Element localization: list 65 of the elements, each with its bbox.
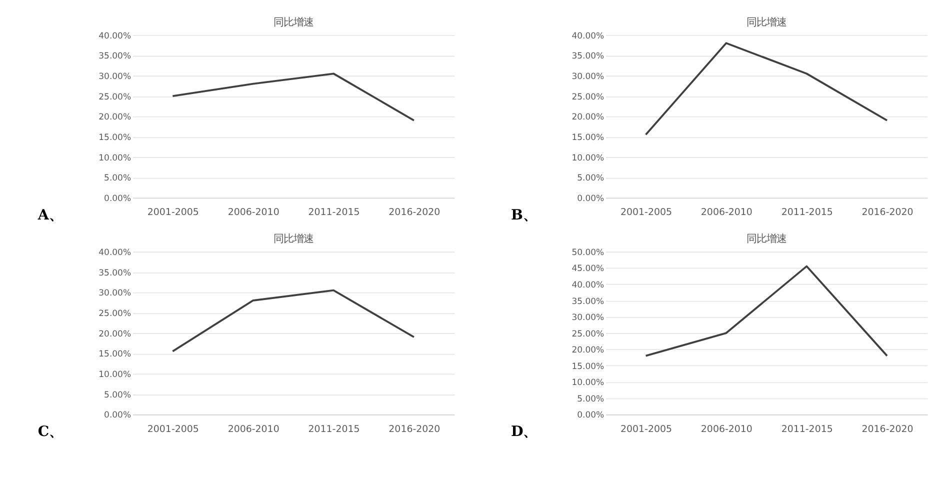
y-tick-label: 15.00% — [98, 133, 132, 144]
x-tick-label: 2016-2020 — [388, 207, 440, 218]
y-tick-label: 30.00% — [98, 288, 132, 299]
y-tick-label: 20.00% — [98, 112, 132, 123]
y-tick-label: 35.00% — [572, 296, 604, 307]
x-tick-label: 2011-2015 — [781, 207, 833, 218]
y-tick-label: 40.00% — [98, 248, 132, 258]
x-tick-label: 2016-2020 — [862, 424, 914, 435]
y-tick-label: 40.00% — [572, 280, 604, 291]
y-tick-label: 15.00% — [572, 362, 604, 372]
x-tick-label: 2001-2005 — [147, 207, 199, 218]
y-tick-label: 15.00% — [572, 133, 604, 144]
x-tick-label: 2006-2010 — [228, 207, 280, 218]
x-tick-label: 2006-2010 — [700, 207, 752, 218]
line-series — [172, 72, 415, 122]
y-tick-label: 10.00% — [572, 378, 604, 388]
y-tick-label: 5.00% — [104, 174, 132, 184]
x-tick-label: 2016-2020 — [862, 207, 914, 218]
x-tick-label: 2001-2005 — [620, 207, 672, 218]
y-tick-label: 35.00% — [98, 52, 132, 62]
x-tick-label: 2016-2020 — [388, 424, 440, 435]
y-tick-label: 15.00% — [98, 350, 132, 360]
chart-title: 同比增速 — [746, 233, 786, 246]
text: C、 — [38, 424, 64, 440]
y-tick-label: 5.00% — [577, 174, 604, 184]
y-tick-label: 20.00% — [572, 346, 604, 356]
y-tick-label: 10.00% — [98, 153, 132, 164]
y-tick-label: 25.00% — [98, 92, 132, 102]
y-tick-label: 0.00% — [104, 410, 132, 421]
y-tick-label: 50.00% — [572, 248, 604, 258]
y-tick-label: 10.00% — [98, 370, 132, 380]
y-tick-label: 30.00% — [572, 72, 604, 82]
y-tick-label: 5.00% — [104, 390, 132, 400]
y-tick-label: 20.00% — [572, 112, 604, 123]
y-tick-label: 40.00% — [572, 31, 604, 42]
x-tick-label: 2001-2005 — [620, 424, 672, 435]
chart-title: 同比增速 — [746, 16, 786, 29]
x-tick-label: 2001-2005 — [147, 424, 199, 435]
x-tick-label: 2011-2015 — [308, 424, 360, 435]
line-series — [172, 289, 415, 352]
line-series — [644, 42, 888, 136]
y-tick-label: 25.00% — [572, 92, 604, 102]
chart-title: 同比增速 — [273, 233, 314, 246]
y-tick-label: 25.00% — [572, 329, 604, 340]
y-tick-label: 30.00% — [98, 72, 132, 82]
chart-title: 同比增速 — [273, 16, 314, 29]
x-tick-label: 2011-2015 — [781, 424, 833, 435]
y-tick-label: 10.00% — [572, 153, 604, 164]
x-tick-label: 2011-2015 — [308, 207, 360, 218]
x-tick-label: 2006-2010 — [228, 424, 280, 435]
y-tick-label: 45.00% — [572, 264, 604, 274]
text: B、 — [510, 207, 537, 224]
text: A、 — [36, 207, 63, 224]
y-tick-label: 25.00% — [98, 308, 132, 319]
y-tick-label: 0.00% — [577, 194, 604, 204]
y-tick-label: 35.00% — [572, 52, 604, 62]
x-tick-label: 2006-2010 — [700, 424, 752, 435]
y-tick-label: 0.00% — [577, 410, 604, 421]
y-tick-label: 20.00% — [98, 329, 132, 340]
y-tick-label: 40.00% — [98, 31, 132, 42]
text: D、 — [510, 424, 538, 440]
y-tick-label: 35.00% — [98, 268, 132, 278]
y-tick-label: 30.00% — [572, 313, 604, 324]
y-tick-label: 0.00% — [104, 194, 132, 204]
y-tick-label: 5.00% — [577, 394, 604, 404]
